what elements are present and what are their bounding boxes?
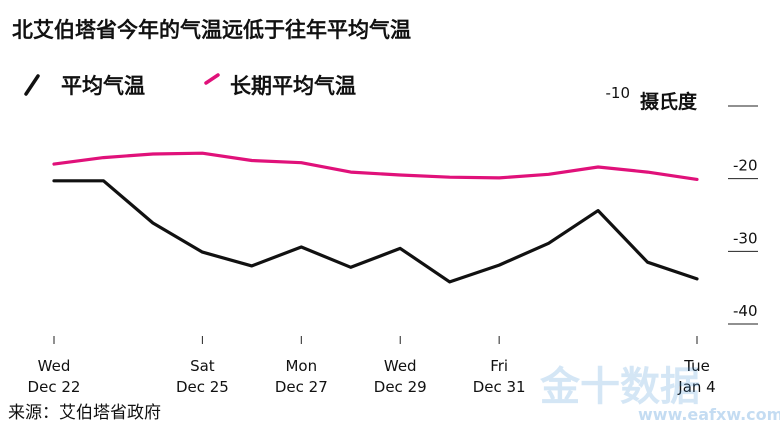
x-tick-day: Wed xyxy=(38,357,71,375)
x-tick-day: Wed xyxy=(384,357,417,375)
y-tick-label: -30 xyxy=(733,229,758,247)
x-tick-date: Dec 31 xyxy=(473,378,526,396)
y-axis: -10 -20 -30 -40 xyxy=(606,84,758,325)
legend-label-avg: 平均气温 xyxy=(61,74,145,98)
y-tick-label: -20 xyxy=(733,157,758,175)
x-tick-day: Sat xyxy=(190,357,215,375)
series-line-avg xyxy=(52,179,699,284)
x-tick-day: Fri xyxy=(490,357,508,375)
x-tick-date: Dec 29 xyxy=(374,378,427,396)
x-tick-day: Mon xyxy=(285,357,317,375)
plot-area xyxy=(52,151,699,284)
x-tick-date: Jan 4 xyxy=(677,378,715,396)
y-tick-label: -10 xyxy=(606,84,631,102)
legend-swatch-avg xyxy=(24,74,40,96)
x-tick-date: Dec 22 xyxy=(28,378,81,396)
watermark-url: www.eafxw.com xyxy=(638,405,780,424)
legend: 平均气温 长期平均气温 xyxy=(24,73,356,98)
source-note: 来源：艾伯塔省政府 xyxy=(8,403,161,423)
legend-label-long: 长期平均气温 xyxy=(230,74,356,98)
legend-swatch-long xyxy=(204,73,220,85)
y-axis-unit: 摄氏度 xyxy=(640,90,698,113)
chart-title: 北艾伯塔省今年的气温远低于往年平均气温 xyxy=(12,18,411,42)
y-tick-label: -40 xyxy=(733,302,758,320)
watermark-text: 金十数据 xyxy=(539,364,700,410)
series-line-long xyxy=(52,151,699,181)
x-tick-date: Dec 25 xyxy=(176,378,229,396)
watermark: 金十数据 www.eafxw.com xyxy=(539,364,780,424)
x-tick-day: Tue xyxy=(683,357,710,375)
x-axis: Wed Dec 22 Sat Dec 25 Mon Dec 27 Wed Dec 29 Fri D… xyxy=(28,336,716,396)
x-tick-date: Dec 27 xyxy=(275,378,328,396)
